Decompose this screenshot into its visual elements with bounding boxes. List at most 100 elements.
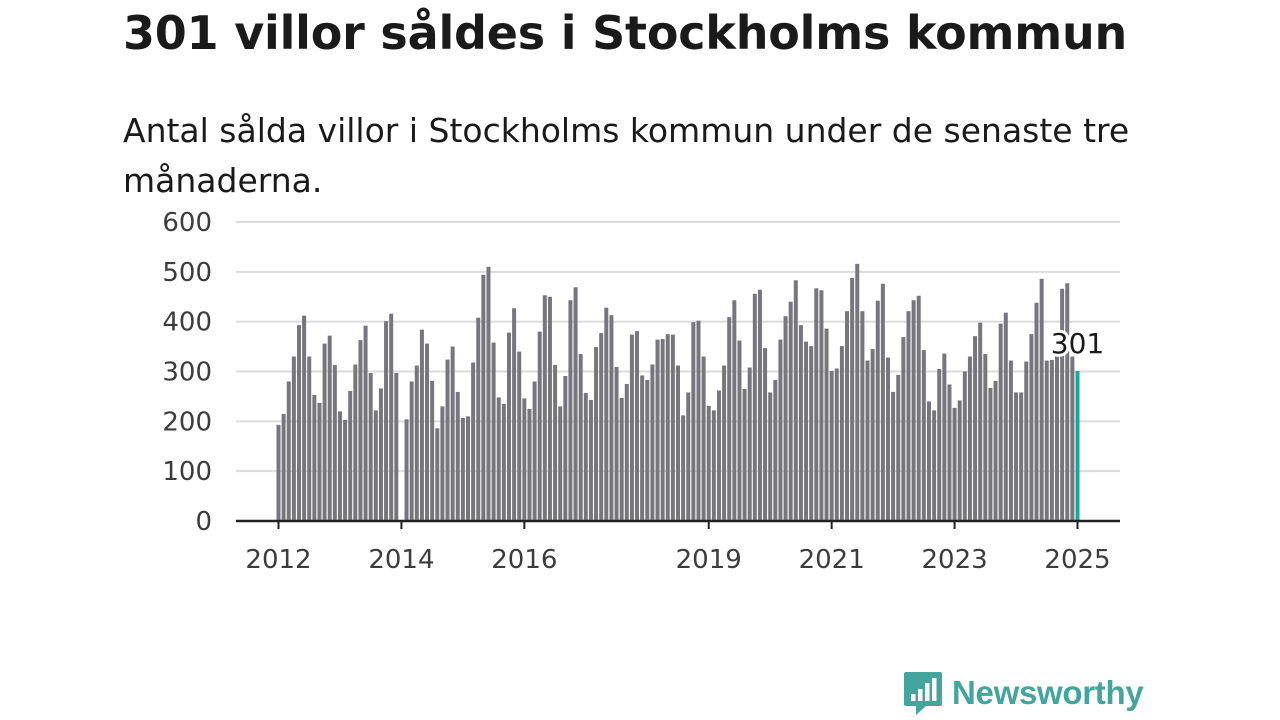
bar: [506, 332, 511, 521]
bar: [870, 349, 875, 521]
x-axis-tick-labels: 2012 2014 2016 2019 2021 2023 2025: [245, 545, 1110, 575]
bar: [798, 325, 803, 521]
bar: [563, 375, 568, 521]
bar: [337, 411, 342, 521]
bar: [926, 401, 931, 521]
x-tick-label: 2025: [1044, 545, 1110, 575]
bar: [819, 290, 824, 521]
bar: [891, 391, 896, 521]
bar: [650, 364, 655, 521]
bar: [460, 417, 465, 521]
bar: [942, 353, 947, 521]
x-tick-label: 2021: [799, 545, 865, 575]
bar: [686, 392, 691, 521]
bar: [583, 392, 588, 521]
x-tick-label: 2016: [491, 545, 557, 575]
bar: [1049, 360, 1054, 521]
bar: [1039, 278, 1044, 521]
brand-logo: Newsworthy: [902, 668, 1144, 718]
x-tick-label: 2019: [676, 545, 742, 575]
bar: [829, 371, 834, 521]
bar: [921, 350, 926, 521]
bar: [701, 356, 706, 521]
bar: [558, 406, 563, 521]
y-tick-label: 0: [195, 507, 212, 537]
bar: [296, 325, 301, 521]
bar: [1003, 312, 1008, 521]
bar: [716, 390, 721, 521]
bar: [358, 340, 363, 521]
brand-name: Newsworthy: [952, 674, 1144, 711]
bar: [885, 357, 890, 521]
bar: [368, 372, 373, 521]
bar: [629, 334, 634, 521]
x-tick-label: 2023: [921, 545, 987, 575]
bar: [706, 405, 711, 521]
bar: [491, 342, 496, 521]
y-tick-label: 100: [162, 457, 212, 487]
bar: [737, 340, 742, 521]
bar: [537, 331, 542, 521]
bar: [988, 387, 993, 521]
gridlines: [236, 221, 1120, 473]
bar: [967, 356, 972, 521]
x-tick-label: 2014: [368, 545, 434, 575]
bar: [553, 365, 558, 521]
bar: [973, 336, 978, 521]
bar: [896, 374, 901, 521]
bar: [599, 333, 604, 521]
bar: [778, 339, 783, 521]
bar: [496, 397, 501, 521]
bar: [547, 296, 552, 521]
bar: [440, 406, 445, 521]
bar: [512, 308, 517, 521]
bar: [425, 343, 430, 521]
bar: [906, 311, 911, 521]
bar: [814, 288, 819, 521]
bar: [568, 300, 573, 521]
bar: [1065, 283, 1070, 521]
bar: [384, 321, 389, 521]
bar: [757, 289, 762, 521]
y-tick-label: 400: [162, 308, 212, 338]
y-tick-label: 600: [162, 208, 212, 238]
bar: [711, 410, 716, 521]
bar: [635, 331, 640, 521]
bar: [1034, 302, 1039, 521]
bar: [834, 368, 839, 521]
bar: [481, 274, 486, 521]
bar: [619, 397, 624, 521]
bar: [1044, 360, 1049, 521]
bar: [604, 307, 609, 521]
annotation-layer: 301: [1048, 324, 1107, 363]
bar: [327, 335, 332, 521]
bar: [322, 343, 327, 521]
bar: [614, 367, 619, 521]
bar: [332, 365, 337, 521]
highlight-bar: [1075, 371, 1080, 521]
y-axis-tick-labels: 0 100 200 300 400 500 600: [162, 208, 212, 537]
bar: [281, 413, 286, 521]
bar: [527, 408, 532, 521]
bar: [286, 381, 291, 521]
bar: [363, 325, 368, 521]
x-axis: [236, 519, 1120, 529]
bar: [665, 334, 670, 521]
bar: [1060, 288, 1065, 521]
bar: [578, 354, 583, 521]
bar: [804, 341, 809, 521]
bar: [419, 329, 424, 521]
bar: [430, 380, 435, 521]
bar: [409, 381, 414, 521]
bar: [573, 287, 578, 521]
bar: [880, 283, 885, 521]
bar: [1024, 361, 1029, 521]
bar: [752, 293, 757, 521]
bar: [476, 317, 481, 521]
bar: [517, 351, 522, 521]
bar: [486, 266, 491, 521]
bar: [998, 323, 1003, 521]
bar: [455, 391, 460, 521]
bar: [343, 419, 348, 521]
bar: [962, 371, 967, 521]
